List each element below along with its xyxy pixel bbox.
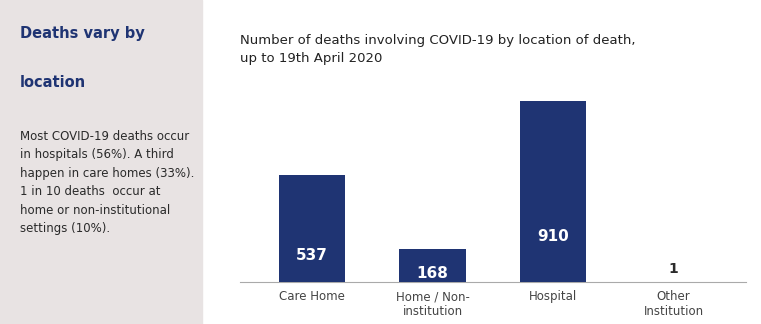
Bar xyxy=(279,175,345,282)
Text: 168: 168 xyxy=(416,266,448,281)
Text: 537: 537 xyxy=(296,248,328,263)
Text: 910: 910 xyxy=(537,229,569,244)
Text: Number of deaths involving COVID-19 by location of death,
up to 19th April 2020: Number of deaths involving COVID-19 by l… xyxy=(240,34,635,65)
Text: 1: 1 xyxy=(669,262,678,276)
Text: Most COVID-19 deaths occur
in hospitals (56%). A third
happen in care homes (33%: Most COVID-19 deaths occur in hospitals … xyxy=(21,130,195,235)
Bar xyxy=(400,249,466,282)
Text: Deaths vary by: Deaths vary by xyxy=(21,26,145,41)
Text: location: location xyxy=(21,75,86,89)
Bar xyxy=(520,101,586,282)
